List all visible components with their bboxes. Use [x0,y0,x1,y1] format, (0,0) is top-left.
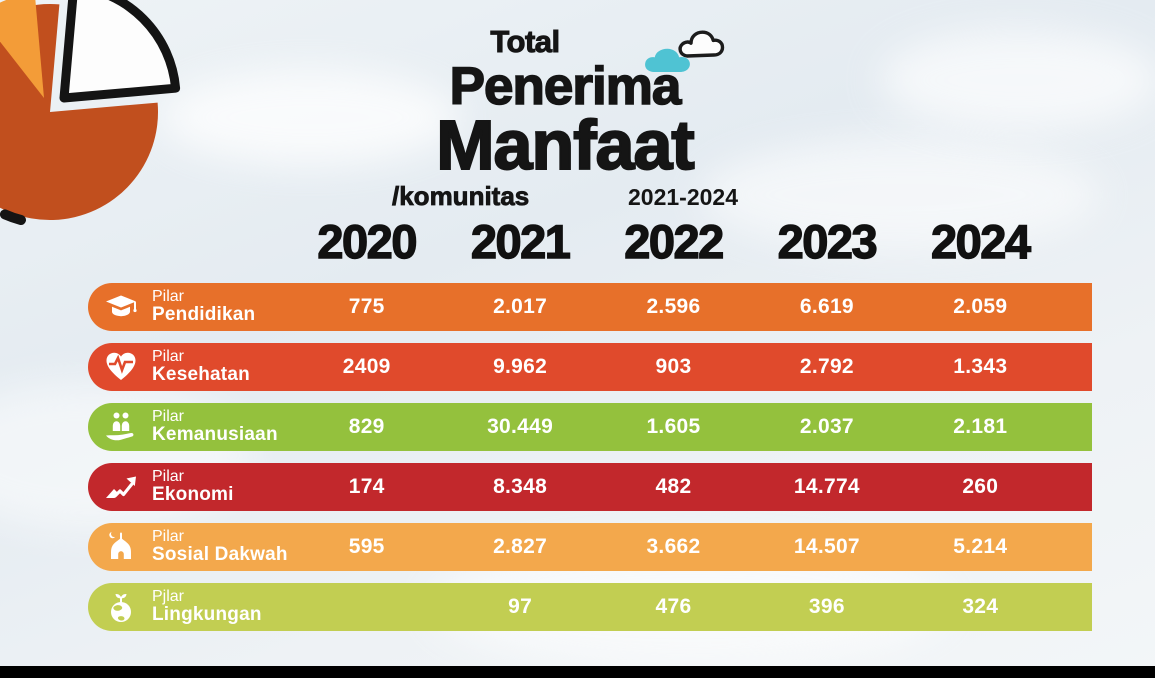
row-label: Pjlar Lingkungan [152,587,262,626]
row-label-name: Sosial Dakwah [152,544,288,566]
table-cell: 2.181 [953,415,1008,438]
year-header-2021: 2021 [470,214,571,268]
year-header-2022: 2022 [624,214,725,268]
row-label: Pilar Kemanusiaan [152,407,278,446]
globe-continent [113,605,123,611]
cloud-background-blob [160,70,460,165]
cloud-background-blob [700,140,1100,250]
table-cell: 2.059 [953,295,1008,318]
table-row-sosial-dakwah: Pilar Sosial Dakwah 595 2.827 3.662 14.5… [88,523,1092,571]
table-cell: 2.827 [493,535,548,558]
row-label: Pilar Kesehatan [152,347,250,386]
row-label-top: Pjlar [152,587,185,605]
mosque-door [118,551,124,559]
table-cell: 97 [508,595,533,618]
table-cell: 30.449 [487,415,554,438]
row-label-top: Pilar [152,467,185,485]
title-manfaat: Manfaat [435,106,695,184]
row-header: Pilar Sosial Dakwah [88,527,290,567]
cloud-icon [645,30,725,72]
table-row-lingkungan: Pjlar Lingkungan 97 476 396 324 [88,583,1092,631]
cloud-teal [645,48,690,72]
row-label-name: Kesehatan [152,364,250,386]
table-row-kemanusiaan: Pilar Kemanusiaan 829 30.449 1.605 2.037… [88,403,1092,451]
year-header-2023: 2023 [777,214,878,268]
row-label-top: Pilar [152,527,185,545]
table-cell: 2.596 [646,295,701,318]
table-cell: 595 [348,535,385,558]
row-label-name: Pendidikan [152,304,256,326]
table-cell: 775 [348,295,385,318]
row-label-name: Ekonomi [152,484,234,506]
pie-dashed-arc [0,206,26,225]
bottom-bar [0,666,1155,678]
table-cell: 482 [655,475,692,498]
row-header: Pjlar Lingkungan [88,587,290,627]
table-cell: 9.962 [493,355,548,378]
title-block: Total Penerima Manfaat /komunitas 2021-2… [392,24,738,212]
year-header-2020: 2020 [317,214,418,268]
row-label-name: Kemanusiaan [152,424,278,446]
title-komunitas: /komunitas [392,181,530,212]
table-cell: 2.037 [799,415,854,438]
row-label-name: Lingkungan [152,604,262,626]
title-subline: /komunitas 2021-2024 [392,181,738,212]
table-cell: 8.348 [493,475,548,498]
row-header: Pilar Kesehatan [88,347,290,387]
table-cell: 396 [808,595,845,618]
hand-people-icon [101,407,141,447]
year-header-row: 2020 2021 2022 2023 2024 [88,212,1092,270]
table-row-kesehatan: Pilar Kesehatan 2409 9.962 903 2.792 1.3… [88,343,1092,391]
pie-slice-outlined [59,0,181,103]
table-cell: 2409 [342,355,391,378]
row-header: Pilar Kemanusiaan [88,407,290,447]
table-cell: 324 [962,595,999,618]
table-cell: 174 [348,475,385,498]
cloud-background-blob [880,30,1155,130]
pie-slice-small [0,0,44,98]
mosque-icon [101,527,141,567]
title-total: Total [490,24,561,60]
table-cell: 903 [655,355,692,378]
table-cell: 5.214 [953,535,1008,558]
table-cell: 260 [962,475,999,498]
data-table: Pilar Pendidikan 775 2.017 2.596 6.619 2… [88,283,1092,631]
globe-continent [117,616,125,621]
row-header: Pilar Pendidikan [88,287,290,327]
row-label: Pilar Pendidikan [152,287,256,326]
heart-pulse-icon [101,347,141,387]
row-label-top: Pilar [152,407,185,425]
table-row-ekonomi: Pilar Ekonomi 174 8.348 482 14.774 260 [88,463,1092,511]
table-cell: 476 [655,595,692,618]
crescent-cutout [111,530,118,537]
table-cell: 2.792 [799,355,854,378]
pie-chart-decoration [0,0,181,225]
row-label-top: Pilar [152,347,185,365]
row-label: Pilar Ekonomi [152,467,234,506]
table-cell: 3.662 [646,535,701,558]
row-label-top: Pilar [152,287,185,305]
globe-sprout-icon [101,587,141,627]
table-cell: 1.343 [953,355,1008,378]
table-row-pendidikan: Pilar Pendidikan 775 2.017 2.596 6.619 2… [88,283,1092,331]
cloud-outline [678,30,725,58]
title-penerima: Penerima [449,57,682,116]
year-header-2024: 2024 [930,214,1031,268]
row-label: Pilar Sosial Dakwah [152,527,288,566]
table-cell: 6.619 [799,295,854,318]
title-period: 2021-2024 [628,184,738,211]
table-cell: 14.774 [793,475,860,498]
row-header: Pilar Ekonomi [88,467,290,507]
graduation-cap-icon [101,287,141,327]
table-cell: 1.605 [646,415,701,438]
pulse-line [109,354,133,374]
table-cell: 2.017 [493,295,548,318]
chart-growth-icon [101,467,141,507]
table-cell: 14.507 [793,535,860,558]
table-cell: 829 [348,415,385,438]
